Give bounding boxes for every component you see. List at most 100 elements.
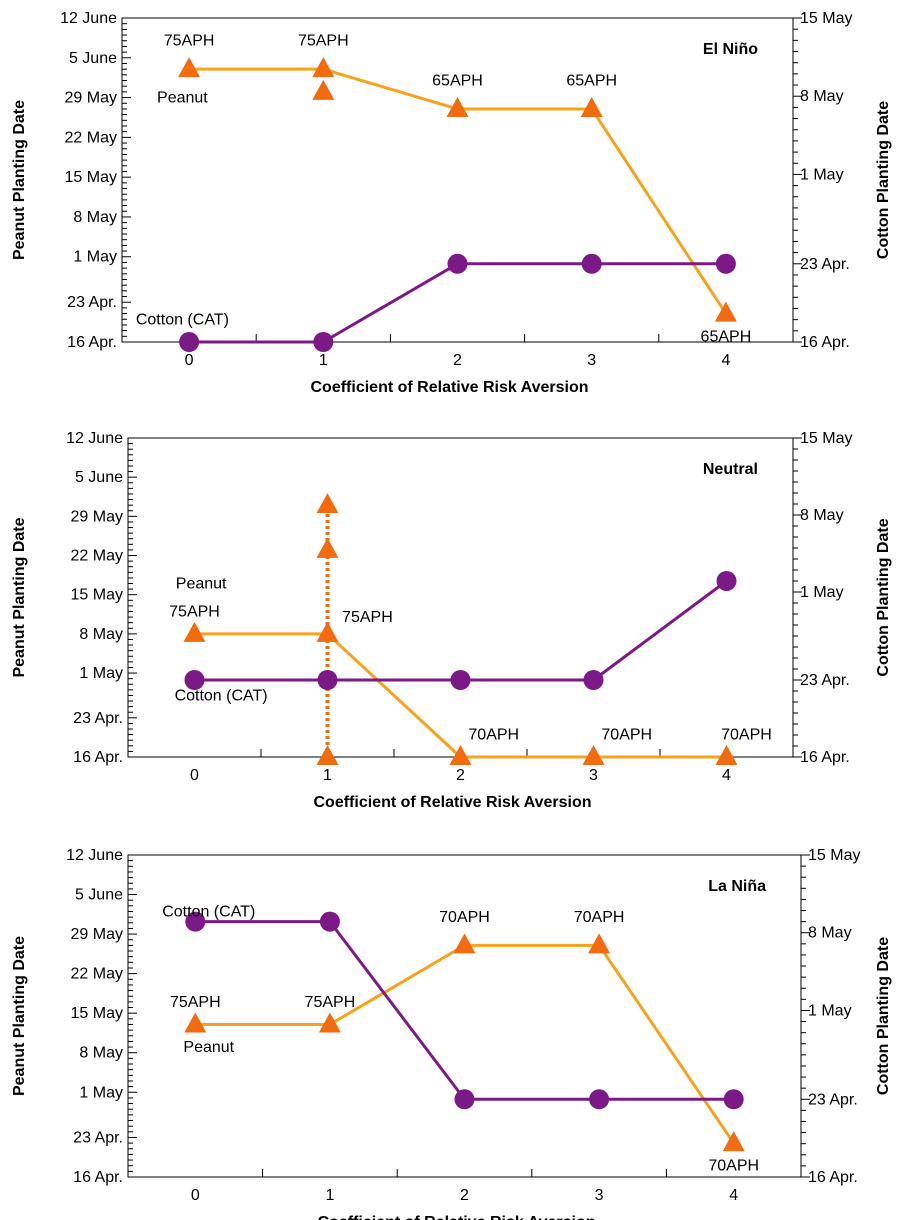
peanut-marker bbox=[318, 1012, 341, 1033]
x-tick-label: 0 bbox=[185, 352, 194, 369]
x-axis-title: Coefficient of Relative Risk Aversion bbox=[318, 1214, 596, 1220]
panel-title: Neutral bbox=[703, 461, 758, 478]
cotton-marker bbox=[723, 1089, 744, 1110]
left-tick-label: 8 May bbox=[73, 209, 117, 226]
x-tick-label: 4 bbox=[722, 767, 731, 784]
peanut-marker bbox=[582, 745, 605, 765]
x-axis-title: Coefficient of Relative Risk Aversion bbox=[314, 794, 592, 811]
cotton-marker bbox=[715, 253, 736, 274]
peanut-marker bbox=[715, 745, 738, 765]
plot-frame bbox=[127, 854, 802, 1178]
x-tick-label: 3 bbox=[595, 1187, 604, 1204]
cotton-marker bbox=[581, 253, 602, 274]
left-tick-label: 22 May bbox=[71, 966, 123, 983]
annotation-label: 70APH bbox=[468, 727, 519, 744]
right-tick-label: 16 Apr. bbox=[800, 334, 850, 351]
left-tick-label: 5 June bbox=[75, 887, 123, 904]
right-axis-title: Cotton Planting Date bbox=[875, 101, 892, 259]
peanut-marker bbox=[178, 57, 201, 78]
left-tick-label: 22 May bbox=[71, 548, 123, 565]
left-tick-label: 8 May bbox=[79, 626, 123, 643]
annotation-label: Cotton (CAT) bbox=[162, 903, 255, 920]
right-tick-label: 15 May bbox=[800, 430, 852, 447]
annotation-label: Peanut bbox=[176, 576, 227, 593]
annotation-label: 70APH bbox=[574, 909, 625, 926]
right-tick-label: 23 Apr. bbox=[808, 1091, 858, 1108]
x-tick-label: 2 bbox=[453, 352, 462, 369]
left-axis-title: Peanut Planting Date bbox=[11, 100, 28, 260]
left-tick-label: 12 June bbox=[66, 430, 123, 447]
right-tick-label: 15 May bbox=[800, 10, 852, 27]
peanut-marker bbox=[183, 621, 206, 642]
annotation-label: 75APH bbox=[170, 994, 221, 1011]
peanut-marker bbox=[714, 301, 737, 322]
annotation-label: 65APH bbox=[701, 328, 752, 345]
left-tick-label: 29 May bbox=[65, 90, 117, 107]
peanut-range-marker bbox=[316, 745, 339, 765]
right-tick-label: 1 May bbox=[800, 584, 844, 601]
chart-panel-3: 16 Apr. 23 Apr. 1 May 8 May 15 May 22 May 29 M… bbox=[11, 847, 892, 1220]
x-tick-label: 4 bbox=[721, 352, 730, 369]
cotton-marker bbox=[583, 670, 604, 690]
cotton-marker bbox=[179, 332, 200, 352]
annotation-label: 70APH bbox=[601, 727, 652, 744]
annotation-label: 70APH bbox=[439, 909, 490, 926]
x-tick-label: 3 bbox=[587, 352, 596, 369]
right-axis-title: Cotton Planting Date bbox=[875, 518, 892, 676]
peanut-marker bbox=[453, 933, 476, 954]
right-tick-label: 8 May bbox=[808, 925, 852, 942]
right-tick-label: 16 Apr. bbox=[800, 749, 850, 766]
left-tick-label: 16 Apr. bbox=[67, 334, 117, 351]
annotation-label: 65APH bbox=[432, 73, 483, 90]
x-tick-label: 2 bbox=[456, 767, 465, 784]
right-axis-title: Cotton Planting Date bbox=[875, 937, 892, 1095]
left-tick-label: 29 May bbox=[71, 926, 123, 943]
left-tick-label: 8 May bbox=[79, 1045, 123, 1062]
peanut-marker bbox=[580, 96, 603, 117]
cotton-series-line bbox=[189, 262, 726, 344]
annotation-label: Cotton (CAT) bbox=[175, 687, 268, 704]
right-tick-label: 23 Apr. bbox=[800, 256, 850, 273]
annotation-label: 70APH bbox=[721, 727, 772, 744]
cotton-marker bbox=[716, 571, 737, 591]
cotton-marker bbox=[317, 670, 338, 690]
right-tick-label: 1 May bbox=[808, 1002, 852, 1019]
x-tick-label: 1 bbox=[319, 352, 328, 369]
cotton-series-line bbox=[194, 579, 728, 682]
left-tick-label: 15 May bbox=[65, 169, 117, 186]
left-tick-label: 15 May bbox=[71, 587, 123, 604]
left-axis-title: Peanut Planting Date bbox=[11, 517, 28, 677]
x-axis-title: Coefficient of Relative Risk Aversion bbox=[311, 379, 589, 396]
left-tick-label: 1 May bbox=[79, 665, 123, 682]
plot-frame bbox=[127, 437, 794, 758]
x-tick-label: 3 bbox=[589, 767, 598, 784]
cotton-marker bbox=[447, 253, 468, 274]
annotation-label: 75APH bbox=[305, 994, 356, 1011]
plot-frame bbox=[121, 17, 794, 343]
peanut-range-marker bbox=[316, 493, 339, 514]
cotton-marker bbox=[313, 332, 334, 352]
peanut-marker bbox=[722, 1131, 745, 1152]
annotation-label: 75APH bbox=[342, 609, 393, 626]
peanut-marker bbox=[446, 96, 469, 117]
left-tick-label: 23 Apr. bbox=[67, 294, 117, 311]
annotation-label: 75APH bbox=[164, 33, 215, 50]
cotton-marker bbox=[454, 1089, 475, 1110]
peanut-marker bbox=[184, 1012, 207, 1033]
left-tick-label: 5 June bbox=[75, 469, 123, 486]
annotation-label: 70APH bbox=[708, 1158, 759, 1175]
cotton-marker bbox=[450, 670, 471, 690]
peanut-marker bbox=[588, 933, 611, 954]
left-tick-label: 15 May bbox=[71, 1005, 123, 1022]
x-tick-label: 2 bbox=[460, 1187, 469, 1204]
right-tick-label: 15 May bbox=[808, 847, 860, 864]
left-tick-label: 16 Apr. bbox=[73, 1169, 123, 1186]
annotation-label: Cotton (CAT) bbox=[136, 311, 229, 328]
peanut-series-line bbox=[195, 943, 735, 1144]
left-axis-title: Peanut Planting Date bbox=[11, 936, 28, 1096]
peanut-marker bbox=[316, 621, 339, 642]
x-tick-label: 4 bbox=[729, 1187, 738, 1204]
panel-title: El Niño bbox=[703, 41, 758, 58]
chart-panel-1: 16 Apr. 23 Apr. 1 May 8 May 15 May 22 May 29 M… bbox=[11, 10, 892, 396]
